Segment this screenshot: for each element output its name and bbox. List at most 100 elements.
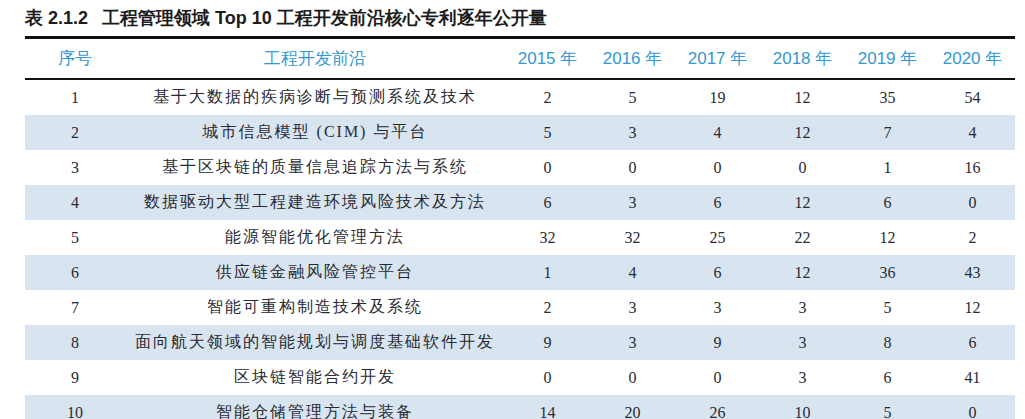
cell-2016: 20: [590, 395, 675, 419]
cell-2016: 3: [590, 115, 675, 150]
col-header-2020: 2020 年: [930, 38, 1015, 80]
cell-2019: 8: [845, 325, 930, 360]
cell-no: 4: [25, 185, 125, 220]
table-row: 3 基于区块链的质量信息追踪方法与系统 0 0 0 0 1 16: [25, 150, 1015, 185]
table-row: 8 面向航天领域的智能规划与调度基础软件开发 9 3 9 3 8 6: [25, 325, 1015, 360]
cell-2020: 4: [930, 115, 1015, 150]
cell-2015: 0: [505, 150, 590, 185]
cell-2015: 32: [505, 220, 590, 255]
cell-2018: 12: [760, 79, 845, 115]
cell-2020: 2: [930, 220, 1015, 255]
cell-no: 5: [25, 220, 125, 255]
col-header-no: 序号: [25, 38, 125, 80]
col-header-2015: 2015 年: [505, 38, 590, 80]
cell-no: 7: [25, 290, 125, 325]
cell-2017: 9: [675, 325, 760, 360]
cell-2019: 5: [845, 290, 930, 325]
cell-2016: 0: [590, 360, 675, 395]
report-table-page: 表 2.1.2 工程管理领域 Top 10 工程开发前沿核心专利逐年公开量 序号 …: [0, 0, 1025, 419]
cell-2018: 3: [760, 325, 845, 360]
col-header-2016: 2016 年: [590, 38, 675, 80]
cell-2020: 0: [930, 395, 1015, 419]
cell-frontier: 基于大数据的疾病诊断与预测系统及技术: [125, 79, 505, 115]
cell-2015: 2: [505, 290, 590, 325]
cell-2020: 43: [930, 255, 1015, 290]
cell-2018: 0: [760, 150, 845, 185]
cell-2019: 5: [845, 395, 930, 419]
col-header-2017: 2017 年: [675, 38, 760, 80]
cell-2017: 6: [675, 255, 760, 290]
cell-no: 9: [25, 360, 125, 395]
cell-frontier: 智能可重构制造技术及系统: [125, 290, 505, 325]
cell-2018: 10: [760, 395, 845, 419]
cell-2017: 26: [675, 395, 760, 419]
cell-2018: 3: [760, 290, 845, 325]
table-row: 7 智能可重构制造技术及系统 2 3 3 3 5 12: [25, 290, 1015, 325]
cell-2017: 0: [675, 360, 760, 395]
cell-2019: 1: [845, 150, 930, 185]
cell-no: 1: [25, 79, 125, 115]
table-row: 5 能源智能优化管理方法 32 32 25 22 12 2: [25, 220, 1015, 255]
cell-2015: 1: [505, 255, 590, 290]
cell-2019: 7: [845, 115, 930, 150]
cell-2019: 12: [845, 220, 930, 255]
cell-frontier: 区块链智能合约开发: [125, 360, 505, 395]
cell-2020: 6: [930, 325, 1015, 360]
cell-2020: 16: [930, 150, 1015, 185]
cell-2015: 5: [505, 115, 590, 150]
cell-2017: 3: [675, 290, 760, 325]
cell-no: 2: [25, 115, 125, 150]
cell-2020: 0: [930, 185, 1015, 220]
table-row: 6 供应链金融风险管控平台 1 4 6 12 36 43: [25, 255, 1015, 290]
cell-2016: 3: [590, 185, 675, 220]
table-row: 9 区块链智能合约开发 0 0 0 3 6 41: [25, 360, 1015, 395]
cell-2018: 12: [760, 185, 845, 220]
cell-2020: 54: [930, 79, 1015, 115]
cell-frontier: 基于区块链的质量信息追踪方法与系统: [125, 150, 505, 185]
cell-2015: 0: [505, 360, 590, 395]
cell-2015: 14: [505, 395, 590, 419]
cell-2015: 2: [505, 79, 590, 115]
cell-2016: 0: [590, 150, 675, 185]
table-row: 10 智能仓储管理方法与装备 14 20 26 10 5 0: [25, 395, 1015, 419]
cell-2017: 25: [675, 220, 760, 255]
cell-no: 6: [25, 255, 125, 290]
table-row: 1 基于大数据的疾病诊断与预测系统及技术 2 5 19 12 35 54: [25, 79, 1015, 115]
cell-2015: 9: [505, 325, 590, 360]
table-row: 4 数据驱动大型工程建造环境风险技术及方法 6 3 6 12 6 0: [25, 185, 1015, 220]
cell-frontier: 城市信息模型 (CIM) 与平台: [125, 115, 505, 150]
cell-2019: 6: [845, 185, 930, 220]
patent-publication-table: 序号 工程开发前沿 2015 年 2016 年 2017 年 2018 年 20…: [25, 36, 1015, 419]
cell-2017: 4: [675, 115, 760, 150]
cell-2017: 19: [675, 79, 760, 115]
cell-frontier: 供应链金融风险管控平台: [125, 255, 505, 290]
cell-2018: 12: [760, 115, 845, 150]
cell-2015: 6: [505, 185, 590, 220]
header-row: 序号 工程开发前沿 2015 年 2016 年 2017 年 2018 年 20…: [25, 38, 1015, 80]
cell-2019: 35: [845, 79, 930, 115]
table-number: 表 2.1.2: [25, 8, 88, 28]
cell-no: 8: [25, 325, 125, 360]
cell-2019: 6: [845, 360, 930, 395]
cell-2016: 3: [590, 325, 675, 360]
col-header-2018: 2018 年: [760, 38, 845, 80]
cell-2017: 0: [675, 150, 760, 185]
cell-2018: 12: [760, 255, 845, 290]
cell-no: 10: [25, 395, 125, 419]
col-header-frontier: 工程开发前沿: [125, 38, 505, 80]
cell-2018: 3: [760, 360, 845, 395]
cell-frontier: 数据驱动大型工程建造环境风险技术及方法: [125, 185, 505, 220]
table-title: 工程管理领域 Top 10 工程开发前沿核心专利逐年公开量: [102, 8, 547, 28]
cell-2020: 12: [930, 290, 1015, 325]
cell-no: 3: [25, 150, 125, 185]
cell-2016: 4: [590, 255, 675, 290]
cell-2016: 5: [590, 79, 675, 115]
cell-2017: 6: [675, 185, 760, 220]
cell-frontier: 面向航天领域的智能规划与调度基础软件开发: [125, 325, 505, 360]
cell-2016: 32: [590, 220, 675, 255]
cell-2019: 36: [845, 255, 930, 290]
cell-2020: 41: [930, 360, 1015, 395]
cell-2018: 22: [760, 220, 845, 255]
cell-frontier: 智能仓储管理方法与装备: [125, 395, 505, 419]
table-caption: 表 2.1.2 工程管理领域 Top 10 工程开发前沿核心专利逐年公开量: [0, 0, 1025, 36]
